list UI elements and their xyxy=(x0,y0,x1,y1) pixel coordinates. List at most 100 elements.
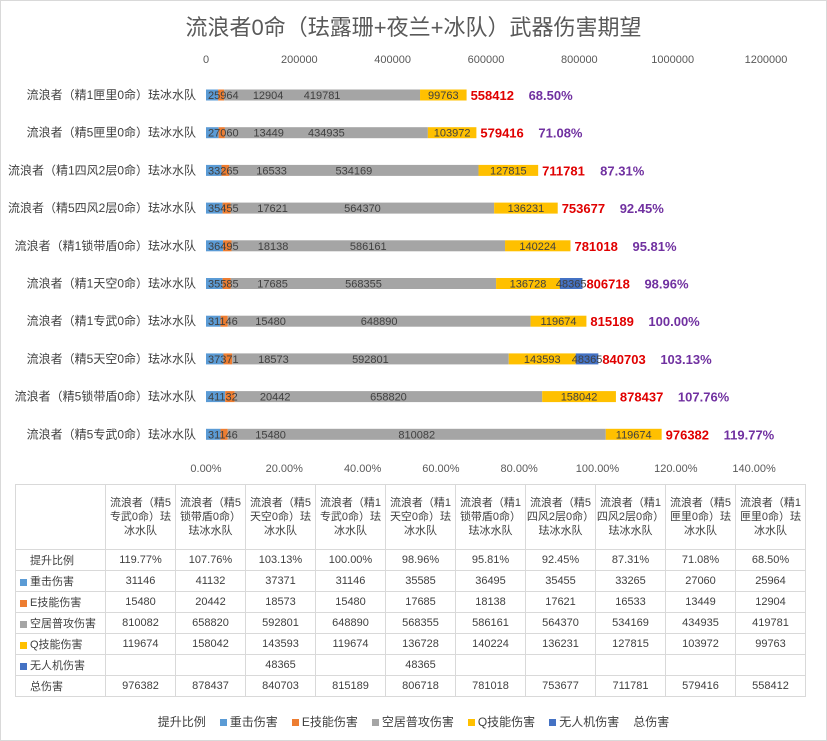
table-cell: 140224 xyxy=(455,633,526,655)
bar-segment-charged xyxy=(206,127,219,139)
table-cell: 25964 xyxy=(735,570,806,592)
legend-swatch xyxy=(549,719,557,727)
table-cell: 16533 xyxy=(595,591,666,613)
table-column-header: 流浪者（精1匣里0命）珐冰水队 xyxy=(735,484,806,550)
legend-item: 总伤害 xyxy=(633,713,669,730)
legend-label: 重击伤害 xyxy=(229,715,278,729)
legend-swatch xyxy=(20,620,27,628)
legend-item: 提升比例 xyxy=(158,713,206,730)
bar-segment-skill-e xyxy=(218,127,225,139)
segment-data-label: 158042 xyxy=(561,392,598,404)
bottom-axis-tick: 100.00% xyxy=(576,463,620,475)
table-cell: 37371 xyxy=(245,570,316,592)
segment-data-label: 17621 xyxy=(257,203,288,215)
segment-data-label: 48365 xyxy=(556,279,587,291)
bar-segment-normal-attack xyxy=(227,428,606,440)
table-cell: 136728 xyxy=(385,633,456,655)
category-label: 流浪者（精5天空0命）珐冰水队 xyxy=(27,351,196,366)
table-cell: 419781 xyxy=(735,612,806,634)
segment-data-label: 810082 xyxy=(398,429,435,441)
legend-label: 空居普攻伤害 xyxy=(381,715,454,729)
bar-segment-normal-attack xyxy=(229,164,479,176)
table-column-header: 流浪者（精5四风2层0命）珐冰水队 xyxy=(525,484,596,550)
table-cell: 35585 xyxy=(385,570,456,592)
table-cell: 753677 xyxy=(525,675,596,697)
total-label: 878437 xyxy=(620,390,663,405)
ratio-label: 68.50% xyxy=(529,88,574,103)
segment-data-label: 15480 xyxy=(255,429,286,441)
table-cell: 98.96% xyxy=(385,549,456,571)
legend-item: Q技能伤害 xyxy=(467,713,536,730)
total-label: 806718 xyxy=(586,277,629,292)
segment-data-label: 17685 xyxy=(257,279,288,291)
total-label: 711781 xyxy=(542,163,585,178)
table-cell: 158042 xyxy=(175,633,246,655)
table-cell xyxy=(595,654,666,676)
ratio-label: 107.76% xyxy=(678,390,730,405)
row-label-text: 总伤害 xyxy=(30,681,63,693)
bar-segment-charged xyxy=(206,240,224,252)
segment-data-label: 41132 xyxy=(208,392,238,404)
table-cell: 99763 xyxy=(735,633,806,655)
table-cell: 13449 xyxy=(665,591,736,613)
top-axis-tick: 400000 xyxy=(374,54,411,66)
table-cell: 592801 xyxy=(245,612,316,634)
legend-swatch xyxy=(467,719,475,727)
table-cell: 87.31% xyxy=(595,549,666,571)
table-cell: 31146 xyxy=(105,570,176,592)
segment-data-label: 13449 xyxy=(253,128,284,140)
legend-label: Q技能伤害 xyxy=(477,715,536,729)
table-cell: 658820 xyxy=(175,612,246,634)
legend-swatch xyxy=(20,662,27,670)
table-cell: 568355 xyxy=(385,612,456,634)
category-label: 流浪者（精1天空0命）珐冰水队 xyxy=(27,276,196,291)
top-axis-tick: 200000 xyxy=(281,54,318,66)
segment-data-label: 564370 xyxy=(344,203,381,215)
top-axis-tick: 600000 xyxy=(468,54,505,66)
table-column-header: 流浪者（精5匣里0命）珐冰水队 xyxy=(665,484,736,550)
bar-segment-normal-attack xyxy=(224,89,421,101)
category-label: 流浪者（精5锁带盾0命）珐冰水队 xyxy=(15,389,196,404)
bar-segment-burst-q xyxy=(494,202,558,214)
bar-segment-drone xyxy=(575,353,599,365)
row-label-text: Q技能伤害 xyxy=(30,639,83,651)
segment-data-label: 419781 xyxy=(304,90,341,102)
table-cell: 781018 xyxy=(455,675,526,697)
bar-segment-charged xyxy=(206,315,221,327)
table-cell: 815189 xyxy=(315,675,386,697)
top-axis-tick: 0 xyxy=(203,54,209,66)
category-label: 流浪者（精5匣里0命）珐冰水队 xyxy=(27,125,196,140)
segment-data-label: 33265 xyxy=(208,165,239,177)
table-cell: 71.08% xyxy=(665,549,736,571)
chart-legend: 提升比例 重击伤害 E技能伤害 空居普攻伤害 Q技能伤害 无人机伤害 总伤害 xyxy=(0,713,827,730)
bar-segment-charged xyxy=(206,428,221,440)
table-cell: 103972 xyxy=(665,633,736,655)
segment-data-label: 136231 xyxy=(508,203,545,215)
bar-segment-normal-attack xyxy=(230,278,497,289)
segment-data-label: 12904 xyxy=(253,90,284,102)
table-cell: 100.00% xyxy=(315,549,386,571)
segment-data-label: 534169 xyxy=(336,165,373,177)
segment-data-label: 20442 xyxy=(260,392,291,404)
table-row: Q技能伤害 119674 158042 143593 119674 136728 14022… xyxy=(15,633,806,655)
top-axis-tick: 800000 xyxy=(561,54,598,66)
top-axis-tick: 1000000 xyxy=(651,54,694,66)
ratio-label: 98.96% xyxy=(644,277,689,292)
segment-data-label: 648890 xyxy=(361,316,398,328)
table-cell: 119.77% xyxy=(105,549,176,571)
legend-item: 无人机伤害 xyxy=(549,713,619,730)
legend-label: 无人机伤害 xyxy=(559,715,620,729)
table-cell: 33265 xyxy=(595,570,666,592)
legend-label: E技能伤害 xyxy=(301,715,358,729)
table-cell: 534169 xyxy=(595,612,666,634)
stacked-bar-chart: 0 200000 400000 600000 800000 1000000 1200000 0… xyxy=(8,54,787,475)
segment-data-label: 586161 xyxy=(350,241,387,253)
category-label: 流浪者（精1四风2层0命）珐冰水队 xyxy=(8,162,196,177)
table-row-label: 无人机伤害 xyxy=(15,654,106,676)
bottom-axis-tick: 40.00% xyxy=(344,463,382,475)
table-cell: 103.13% xyxy=(245,549,316,571)
segment-data-label: 127815 xyxy=(490,165,527,177)
segment-data-label: 140224 xyxy=(519,241,556,253)
row-label-text: 空居普攻伤害 xyxy=(30,618,96,630)
table-column-header: 流浪者（精1专武0命）珐冰水队 xyxy=(315,484,386,550)
